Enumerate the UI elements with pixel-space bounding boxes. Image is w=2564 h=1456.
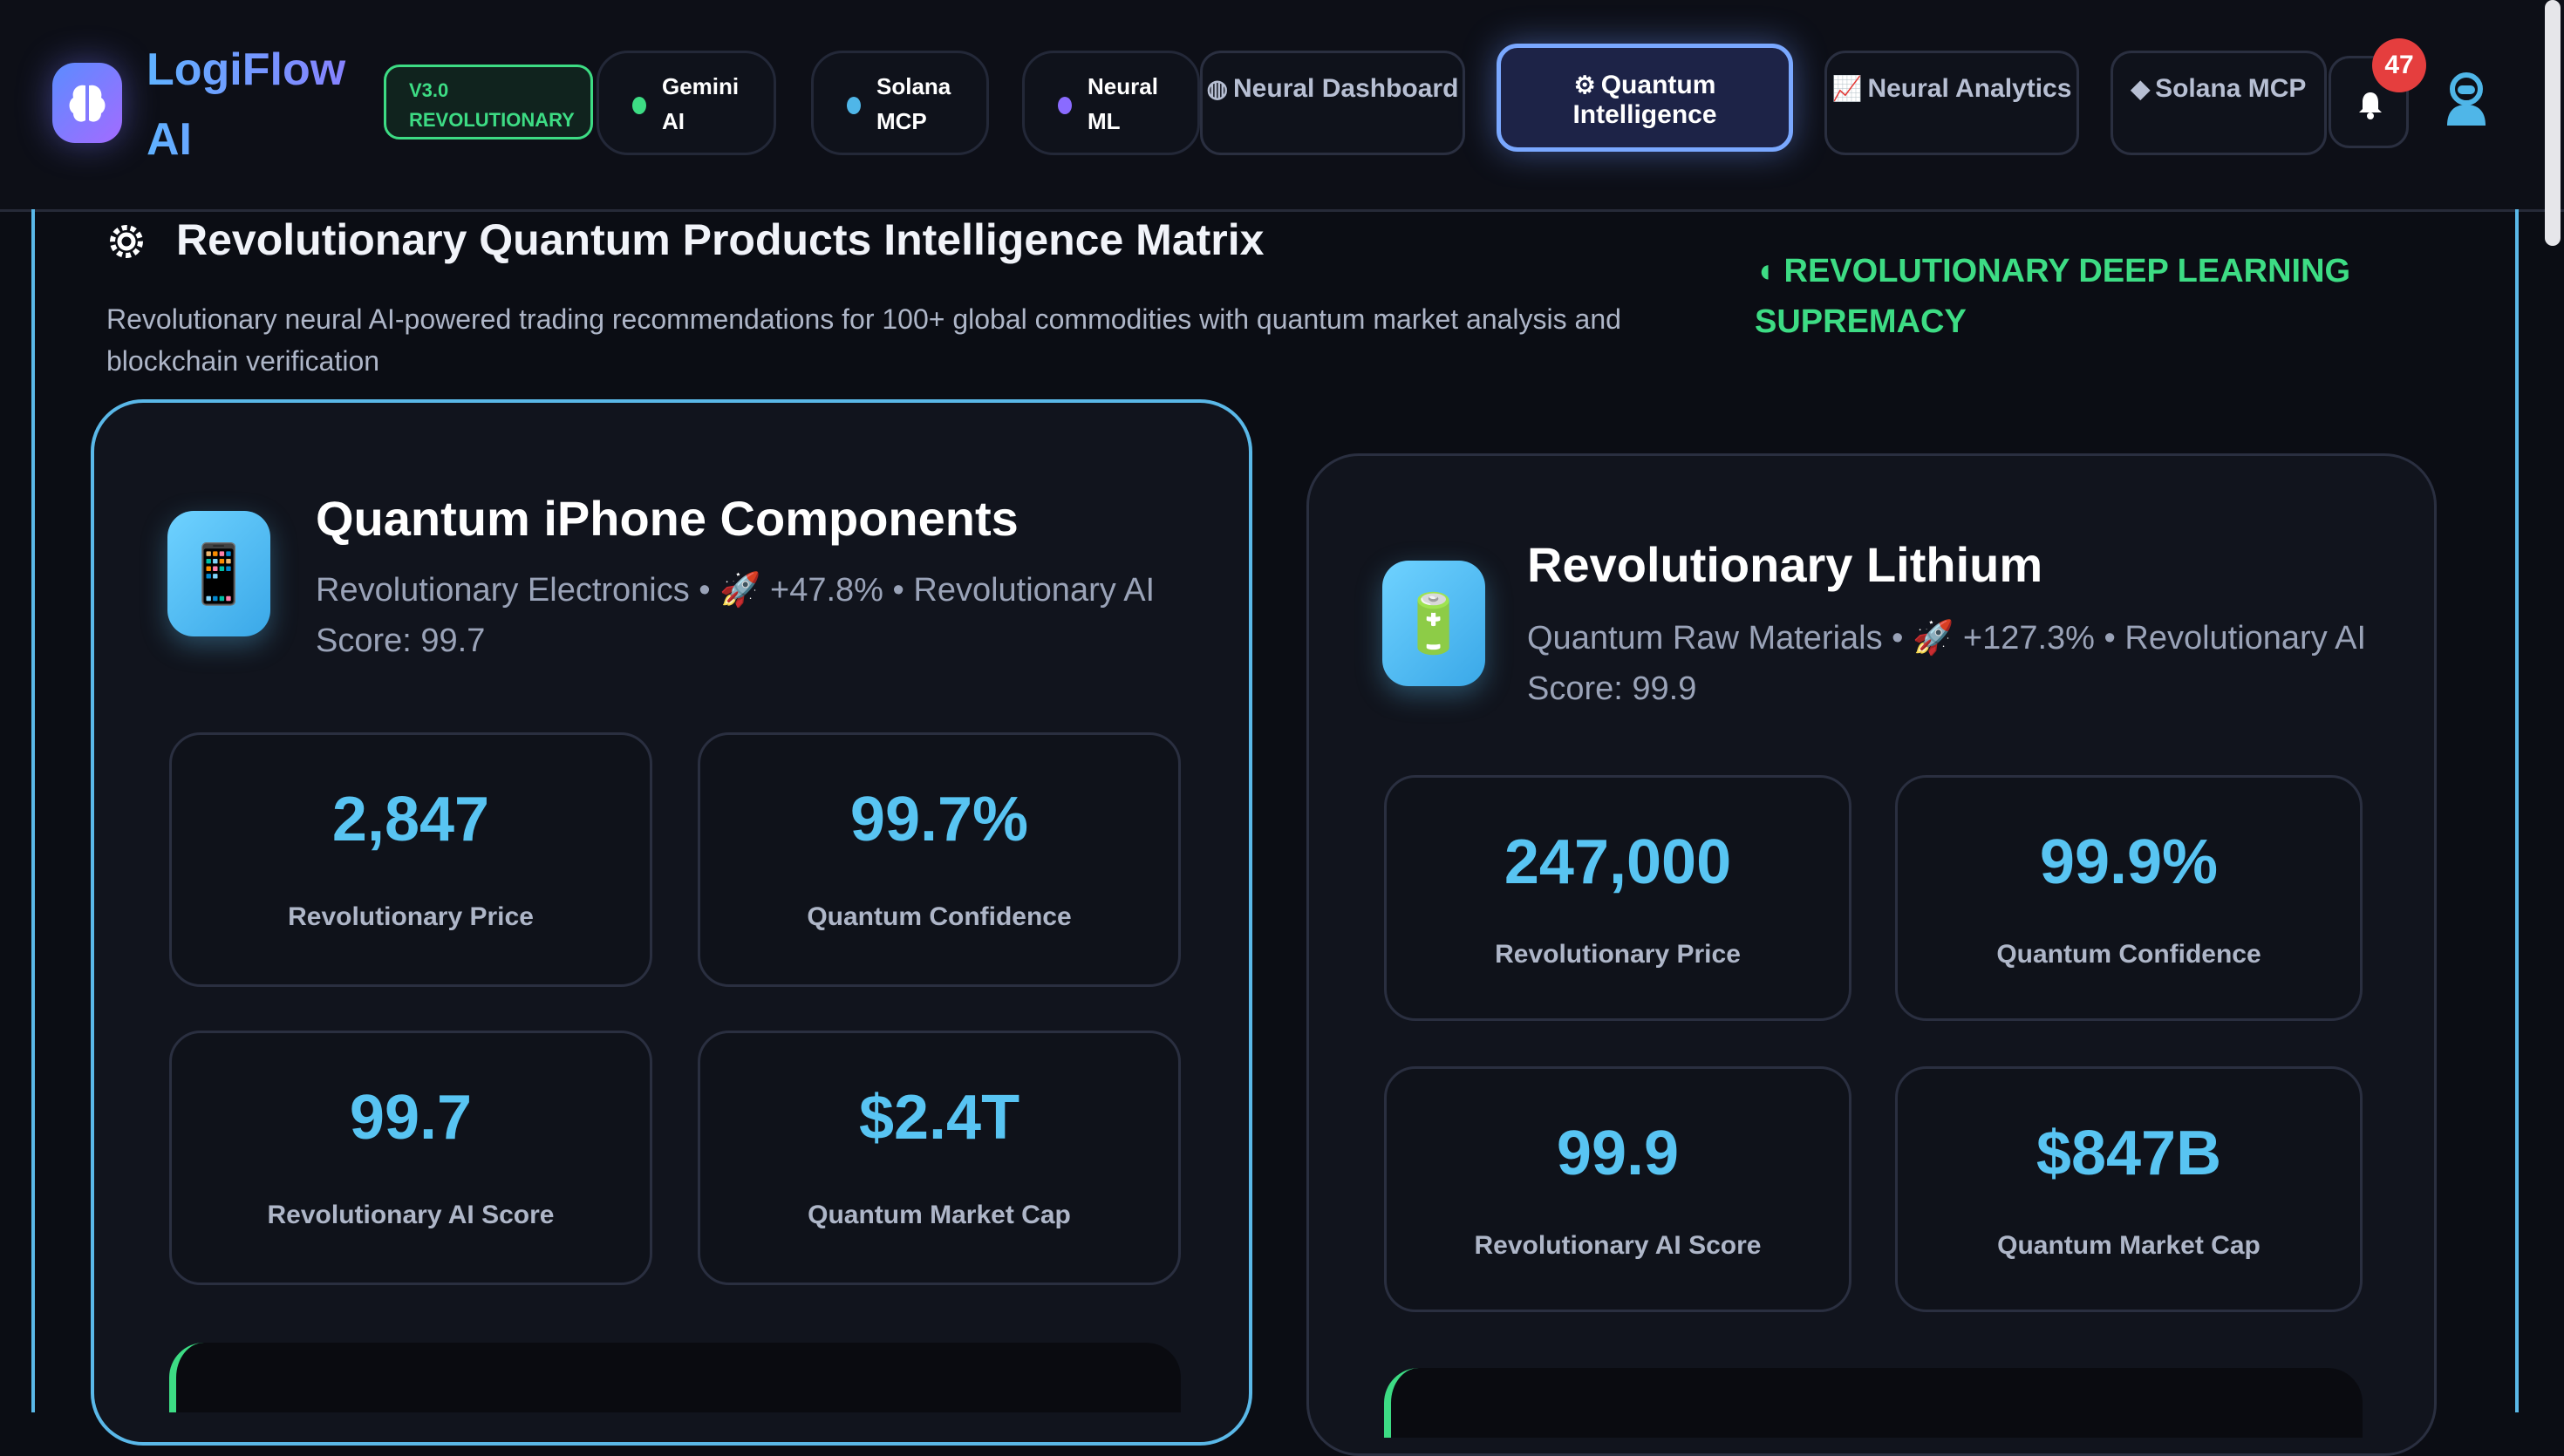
tab-quantum-intelligence[interactable]: ⚙ Quantum Intelligence [1497,44,1793,152]
gear-icon [110,225,143,258]
metric-card: $2.4T Quantum Market Cap [698,1031,1181,1285]
product-meta: Quantum Raw Materials • 🚀 +127.3% • Revo… [1527,620,2367,707]
top-navigation-bar: LogiFlow AI V3.0 REVOLUTIONARY Gemini AI… [0,0,2564,246]
metric-card: 99.9 Revolutionary AI Score [1384,1066,1851,1312]
products-panel [31,209,2519,1412]
palette-icon: ◍ [1206,75,1229,102]
metric-card: 2,847 Revolutionary Price [169,732,652,987]
metric-value: 99.9% [2039,827,2219,897]
metric-card: 247,000 Revolutionary Price [1384,775,1851,1021]
status-dot-icon [847,97,861,114]
status-dot-icon [1058,97,1072,114]
metric-value: 99.7% [849,785,1029,854]
brain-icon: ◖ [1755,253,1775,289]
deep-learning-badge: ◖ REVOLUTIONARY DEEP LEARNING SUPREMACY [1755,246,2365,347]
status-pill-neural-ml[interactable]: Neural ML [1022,51,1200,155]
metric-label: Revolutionary Price [288,902,534,931]
tab-neural-dashboard[interactable]: ◍ Neural Dashboard [1200,51,1465,155]
status-pill-label: Gemini AI [662,73,740,134]
tab-solana-mcp[interactable]: ◆ Solana MCP [2111,51,2327,155]
metric-card: 99.7% Quantum Confidence [698,732,1181,987]
product-card-revolutionary-lithium[interactable]: 🔋 Revolutionary Lithium Quantum Raw Mate… [1306,453,2437,1456]
robot-avatar-icon[interactable] [2438,71,2494,127]
product-meta: Revolutionary Electronics • 🚀 +47.8% • R… [316,572,1156,659]
metric-label: Quantum Confidence [807,902,1072,931]
metric-value: 247,000 [1504,827,1732,897]
metric-label: Revolutionary Price [1495,940,1741,969]
deep-learning-badge-text: REVOLUTIONARY DEEP LEARNING SUPREMACY [1755,253,2351,340]
bell-icon [2359,92,2382,119]
recommendation-panel [1384,1368,2363,1438]
metric-card: 99.7 Revolutionary AI Score [169,1031,652,1285]
metric-label: Quantum Confidence [1996,940,2261,969]
notification-count-badge: 47 [2372,38,2426,92]
gear-icon: ⚙ [1573,71,1596,99]
recommendation-panel [169,1343,1181,1412]
section-description: Revolutionary neural AI-powered trading … [106,303,1621,377]
version-badge: V3.0 REVOLUTIONARY [384,65,593,139]
metric-value: 99.9 [1556,1119,1680,1188]
status-pill-solana-mcp[interactable]: Solana MCP [811,51,989,155]
metric-value: $2.4T [858,1083,1020,1153]
page-scrollbar[interactable] [2545,0,2561,246]
phone-icon: 📱 [167,511,270,636]
section-title: Revolutionary Quantum Products Intellige… [176,215,1265,264]
product-name: Revolutionary Lithium [1527,537,2043,592]
metric-card: 99.9% Quantum Confidence [1895,775,2363,1021]
metric-label: Revolutionary AI Score [1474,1231,1762,1260]
metric-label: Revolutionary AI Score [267,1201,555,1229]
metric-value: 2,847 [331,785,490,854]
brain-logo-icon[interactable] [52,63,122,143]
tab-label: Quantum Intelligence [1572,71,1717,129]
ethereum-icon: ◆ [2131,75,2151,102]
line-chart-icon: 📈 [1831,75,1863,102]
product-name: Quantum iPhone Components [316,491,1019,546]
status-dot-icon [632,97,646,114]
brand-name[interactable]: LogiFlow AI [147,35,365,174]
metric-value: $847B [2036,1119,2222,1188]
product-card-quantum-iphone-components[interactable]: 📱 Quantum iPhone Components Revolutionar… [91,399,1252,1446]
status-pill-gemini-ai[interactable]: Gemini AI [597,51,776,155]
battery-icon: 🔋 [1382,561,1485,686]
tab-label: Neural Dashboard [1233,74,1459,103]
tab-label: Solana MCP [2155,74,2307,103]
tab-label: Neural Analytics [1867,74,2072,103]
status-pill-label: Solana MCP [876,73,951,134]
metric-label: Quantum Market Cap [1997,1231,2261,1260]
metric-value: 99.7 [349,1083,473,1153]
notifications-button[interactable] [2329,56,2409,148]
status-pill-label: Neural ML [1088,73,1158,134]
tab-neural-analytics[interactable]: 📈 Neural Analytics [1824,51,2079,155]
metric-card: $847B Quantum Market Cap [1895,1066,2363,1312]
metric-label: Quantum Market Cap [808,1201,1071,1229]
